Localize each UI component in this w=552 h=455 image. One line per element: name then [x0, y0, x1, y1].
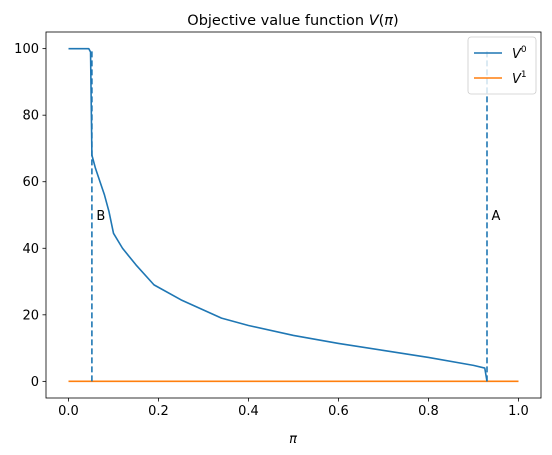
x-tick-label: 0.4 — [238, 404, 259, 419]
x-tick-label: 0.2 — [148, 404, 169, 419]
y-tick-label: 0 — [31, 375, 39, 390]
y-tick-label: 20 — [22, 308, 39, 323]
legend-box — [467, 36, 537, 95]
annotation-A: A — [492, 209, 501, 224]
x-tick-label: 0.6 — [328, 404, 349, 419]
series-line-0 — [68, 47, 488, 382]
y-tick-label: 60 — [22, 175, 39, 190]
x-tick-label: 0.0 — [58, 404, 79, 419]
axes-frame — [45, 31, 542, 399]
legend-label-1: V1 — [512, 70, 527, 87]
y-tick-label: 40 — [22, 242, 39, 257]
legend-label-0: V0 — [512, 45, 527, 62]
x-axis: 0.0 0.2 0.4 0.6 0.8 1.0 — [58, 398, 529, 419]
plot-area — [68, 47, 519, 383]
y-tick-label: 80 — [22, 109, 39, 124]
annotation-B: B — [96, 209, 105, 224]
y-tick-label: 100 — [14, 42, 39, 57]
x-axis-label: π — [289, 432, 297, 447]
x-tick-label: 1.0 — [508, 404, 529, 419]
x-tick-label: 0.8 — [418, 404, 439, 419]
y-axis: 0 20 40 60 80 100 — [14, 42, 46, 390]
chart-title: Objective value function V(π) — [187, 13, 398, 29]
